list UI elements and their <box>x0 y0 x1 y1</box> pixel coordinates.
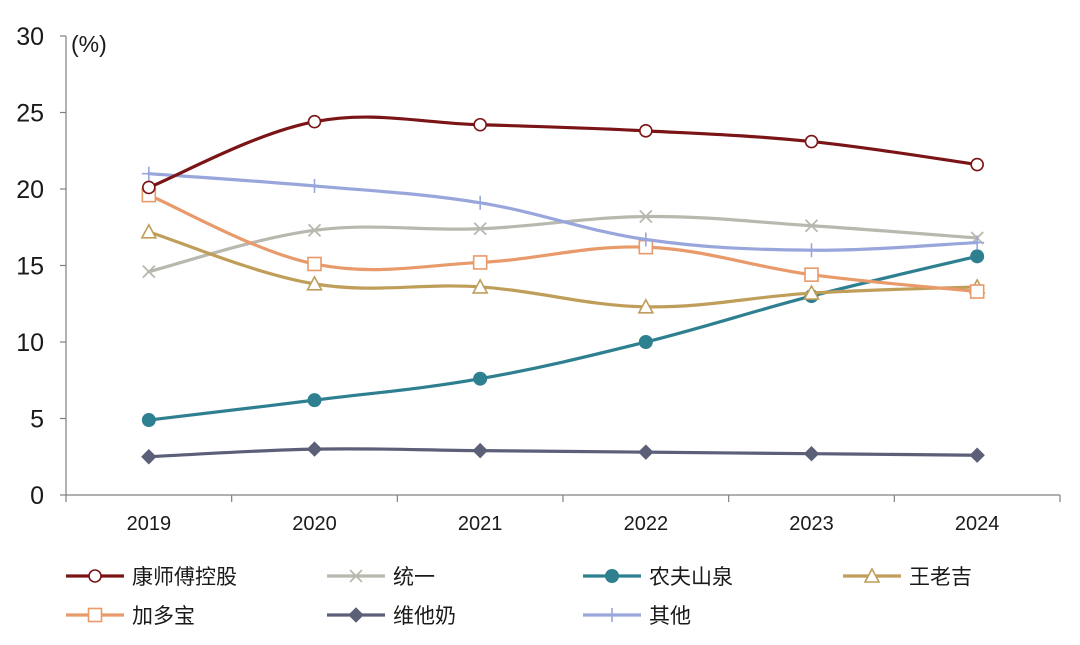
y-tick-label: 10 <box>16 329 44 357</box>
data-point <box>803 284 820 300</box>
data-point <box>639 209 653 224</box>
series-1 <box>142 114 984 195</box>
legend-entry: 其他 <box>583 604 691 628</box>
y-tick-label: 5 <box>30 406 44 434</box>
x-tick-label: 2021 <box>458 513 503 535</box>
y-axis-unit-label: (%) <box>71 31 107 57</box>
data-point <box>970 249 985 264</box>
data-point <box>472 255 488 270</box>
y-tick-label: 25 <box>16 100 44 128</box>
series-line <box>147 193 979 294</box>
series-3 <box>141 249 985 428</box>
data-point <box>307 256 322 272</box>
data-point <box>141 413 156 428</box>
data-point <box>804 243 819 258</box>
data-point <box>140 223 158 239</box>
series-5 <box>141 187 985 299</box>
data-point <box>472 442 488 459</box>
x-tick-label: 2022 <box>624 513 669 535</box>
legend-entry: 康师傅控股 <box>66 565 237 589</box>
legend-entry: 加多宝 <box>66 604 195 628</box>
legend-swatch-marker <box>605 608 619 622</box>
legend-swatch-marker <box>88 569 102 583</box>
data-point <box>637 298 655 314</box>
data-point <box>804 267 819 282</box>
data-point <box>307 178 322 193</box>
legend-label: 王老吉 <box>909 565 972 589</box>
x-tick-label: 2020 <box>292 513 337 535</box>
series-line <box>147 447 979 459</box>
data-point <box>141 449 157 465</box>
legend-label: 加多宝 <box>132 604 195 628</box>
legend-label: 其他 <box>649 604 691 628</box>
data-point <box>142 264 156 279</box>
y-tick-label: 0 <box>30 482 44 510</box>
data-point <box>969 447 985 463</box>
data-point <box>803 445 820 462</box>
data-point <box>142 180 156 195</box>
series-line <box>147 254 979 422</box>
legend-label: 维他奶 <box>393 604 456 628</box>
data-point <box>471 278 489 294</box>
legend-swatch-marker <box>605 569 619 583</box>
series-2 <box>142 209 984 279</box>
x-tick-label: 2024 <box>955 513 1000 535</box>
data-point <box>804 134 819 149</box>
legend-label: 康师傅控股 <box>132 565 237 589</box>
series-7 <box>141 166 985 258</box>
data-point <box>307 114 322 129</box>
chart-series <box>140 114 986 465</box>
x-tick-label: 2019 <box>127 513 172 535</box>
legend-entry: 王老吉 <box>843 565 972 589</box>
data-point <box>473 222 487 236</box>
chart-axes: 0 5 10 15 20 25 30 (%) 2019 2020 2021 2022 2023 2024 <box>16 23 1061 535</box>
data-point <box>307 393 322 408</box>
data-point <box>639 124 653 138</box>
data-point <box>141 166 156 181</box>
data-point <box>638 232 653 247</box>
legend-swatch-marker <box>349 569 363 583</box>
data-point <box>969 284 985 299</box>
series-line <box>147 214 979 274</box>
series-line <box>147 230 979 309</box>
legend-swatch-marker <box>87 607 103 623</box>
y-tick-label: 20 <box>16 176 44 204</box>
data-point <box>307 223 322 237</box>
y-tick-label: 30 <box>16 23 44 51</box>
legend-swatch-marker <box>863 567 881 583</box>
series-6 <box>141 441 985 465</box>
data-point <box>804 219 819 233</box>
series-line <box>147 172 979 252</box>
data-point <box>970 235 985 250</box>
legend-swatch-marker <box>348 607 364 623</box>
legend-label: 农夫山泉 <box>649 565 733 589</box>
data-point <box>970 157 984 172</box>
data-point <box>306 275 323 291</box>
y-tick-label: 15 <box>16 253 44 281</box>
legend-label: 统一 <box>393 565 435 589</box>
data-point <box>306 441 323 457</box>
legend-entry: 维他奶 <box>327 604 456 628</box>
x-tick-label: 2023 <box>789 513 834 535</box>
data-point <box>473 371 488 386</box>
data-point <box>638 444 654 460</box>
legend-entry: 统一 <box>327 565 435 589</box>
data-point <box>473 195 488 210</box>
data-point <box>473 117 487 132</box>
data-point <box>638 335 653 349</box>
series-line <box>147 115 979 190</box>
legend-entry: 农夫山泉 <box>583 565 733 589</box>
